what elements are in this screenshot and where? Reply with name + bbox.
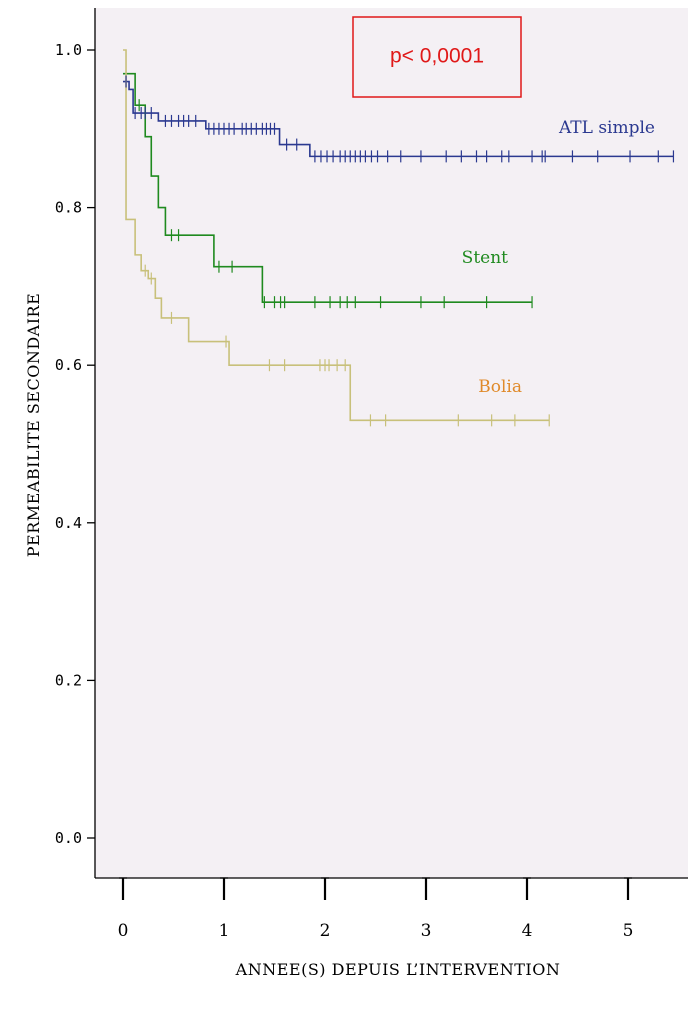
series-line-bolia [123,49,550,422]
censor-marks [125,75,675,427]
survival-curves [123,49,674,422]
x-tick-label: 0 [118,921,129,941]
y-axis-ticks: 0.0 0.2 0.4 0.6 0.8 1.0 [55,41,95,847]
y-axis-title: PERMEABILITE SECONDAIRE [24,293,43,558]
series-line-atl-simple [123,80,674,158]
p-value-text: p< 0,0001 [390,45,484,68]
x-tick-label: 2 [320,921,331,941]
y-tick-label: 0.0 [55,829,82,847]
series-label-bolia: Bolia [478,377,522,397]
x-tick-label: 1 [219,921,230,941]
y-tick-label: 0.8 [55,199,82,217]
p-value-annotation: p< 0,0001 [352,16,522,98]
y-tick-label: 0.2 [55,671,82,689]
x-tick-label: 3 [421,921,432,941]
series-line-stent [123,72,533,303]
p-value-box [352,16,522,98]
y-tick-label: 0.6 [55,356,82,374]
y-tick-label: 1.0 [55,41,82,59]
x-axis-ticks: 0 1 2 3 4 5 [118,877,634,941]
series-label-stent: Stent [462,248,508,268]
series-label-atl-simple: ATL simple [558,118,655,138]
y-tick-label: 0.4 [55,514,82,532]
x-tick-label: 4 [522,921,533,941]
plot-area [95,8,688,878]
x-axis-title: ANNEE(S) DEPUIS L’INTERVENTION [235,960,561,979]
x-tick-label: 5 [623,921,634,941]
